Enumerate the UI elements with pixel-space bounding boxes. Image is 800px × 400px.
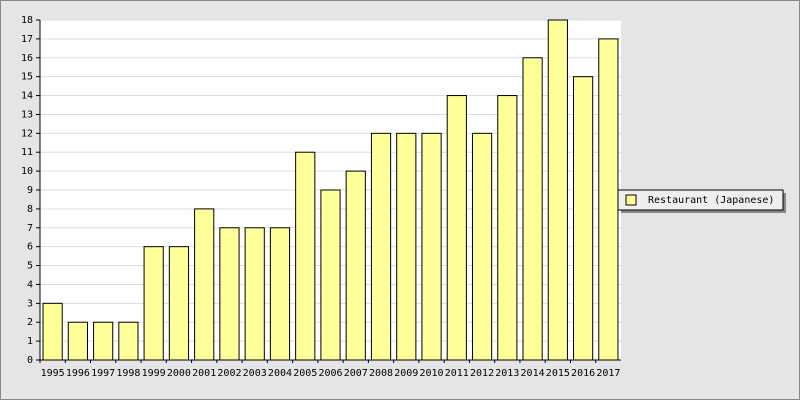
bar — [143, 246, 164, 361]
x-tick-label: 2005 — [293, 368, 317, 379]
x-tick-label: 2004 — [268, 368, 292, 379]
y-tick-label: 13 — [21, 109, 33, 120]
x-tick-label: 2010 — [419, 368, 443, 379]
bar — [320, 189, 341, 361]
x-tick-label: 1997 — [91, 368, 115, 379]
x-tick-label: 2009 — [394, 368, 418, 379]
x-tick-label: 1999 — [142, 368, 166, 379]
y-tick-label: 2 — [27, 317, 33, 328]
bar — [168, 246, 190, 361]
y-tick-label: 18 — [21, 15, 33, 26]
x-tick-label: 1996 — [66, 368, 90, 379]
bar — [396, 132, 417, 361]
x-tick-label: 2008 — [369, 368, 393, 379]
y-tick-label: 12 — [21, 128, 33, 139]
y-tick-label: 10 — [21, 166, 33, 177]
y-tick-label: 15 — [21, 72, 33, 83]
y-tick-label: 4 — [27, 279, 33, 290]
y-tick-label: 9 — [27, 185, 33, 196]
x-tick-label: 2014 — [521, 368, 545, 379]
bar — [67, 321, 88, 361]
x-tick-label: 2011 — [445, 368, 469, 379]
x-tick-label: 2000 — [167, 368, 191, 379]
y-tick-label: 1 — [27, 336, 33, 347]
bar — [345, 170, 366, 361]
x-tick-label: 2016 — [571, 368, 595, 379]
x-tick-label: 2001 — [192, 368, 216, 379]
bar — [522, 57, 543, 361]
x-tick-label: 2017 — [596, 368, 620, 379]
x-tick-label: 2006 — [318, 368, 342, 379]
y-tick-label: 8 — [27, 204, 33, 215]
y-tick-label: 0 — [27, 355, 33, 366]
y-tick-label: 11 — [21, 147, 33, 158]
bar — [194, 208, 215, 361]
bar — [219, 227, 240, 361]
x-tick-label: 2015 — [546, 368, 570, 379]
y-tick-label: 16 — [21, 53, 33, 64]
bar — [244, 227, 265, 361]
bar — [295, 151, 316, 361]
bar — [42, 302, 63, 361]
x-tick-label: 2013 — [495, 368, 519, 379]
bar — [118, 321, 139, 361]
y-tick-label: 6 — [27, 242, 33, 253]
bar — [598, 38, 619, 361]
y-tick-label: 5 — [27, 261, 33, 272]
x-tick-label: 2002 — [217, 368, 241, 379]
legend-label: Restaurant (Japanese) — [648, 195, 774, 206]
bar — [471, 132, 493, 361]
bar — [547, 19, 568, 361]
y-tick-label: 14 — [21, 91, 33, 102]
legend-box — [617, 189, 784, 211]
y-tick-label: 3 — [27, 298, 33, 309]
x-tick-label: 1995 — [41, 368, 65, 379]
x-tick-label: 2012 — [470, 368, 494, 379]
legend-swatch — [625, 194, 637, 206]
y-tick-label: 7 — [27, 223, 33, 234]
y-tick-label: 17 — [21, 34, 33, 45]
bar — [573, 76, 594, 361]
bar — [497, 95, 518, 361]
legend: Restaurant (Japanese) — [617, 189, 786, 213]
x-tick-label: 1998 — [116, 368, 140, 379]
x-tick-label: 2007 — [344, 368, 368, 379]
bar — [370, 132, 392, 361]
bar — [269, 227, 291, 361]
bar — [93, 321, 114, 361]
bar — [421, 132, 442, 361]
x-tick-label: 2003 — [243, 368, 267, 379]
bar — [446, 95, 467, 361]
